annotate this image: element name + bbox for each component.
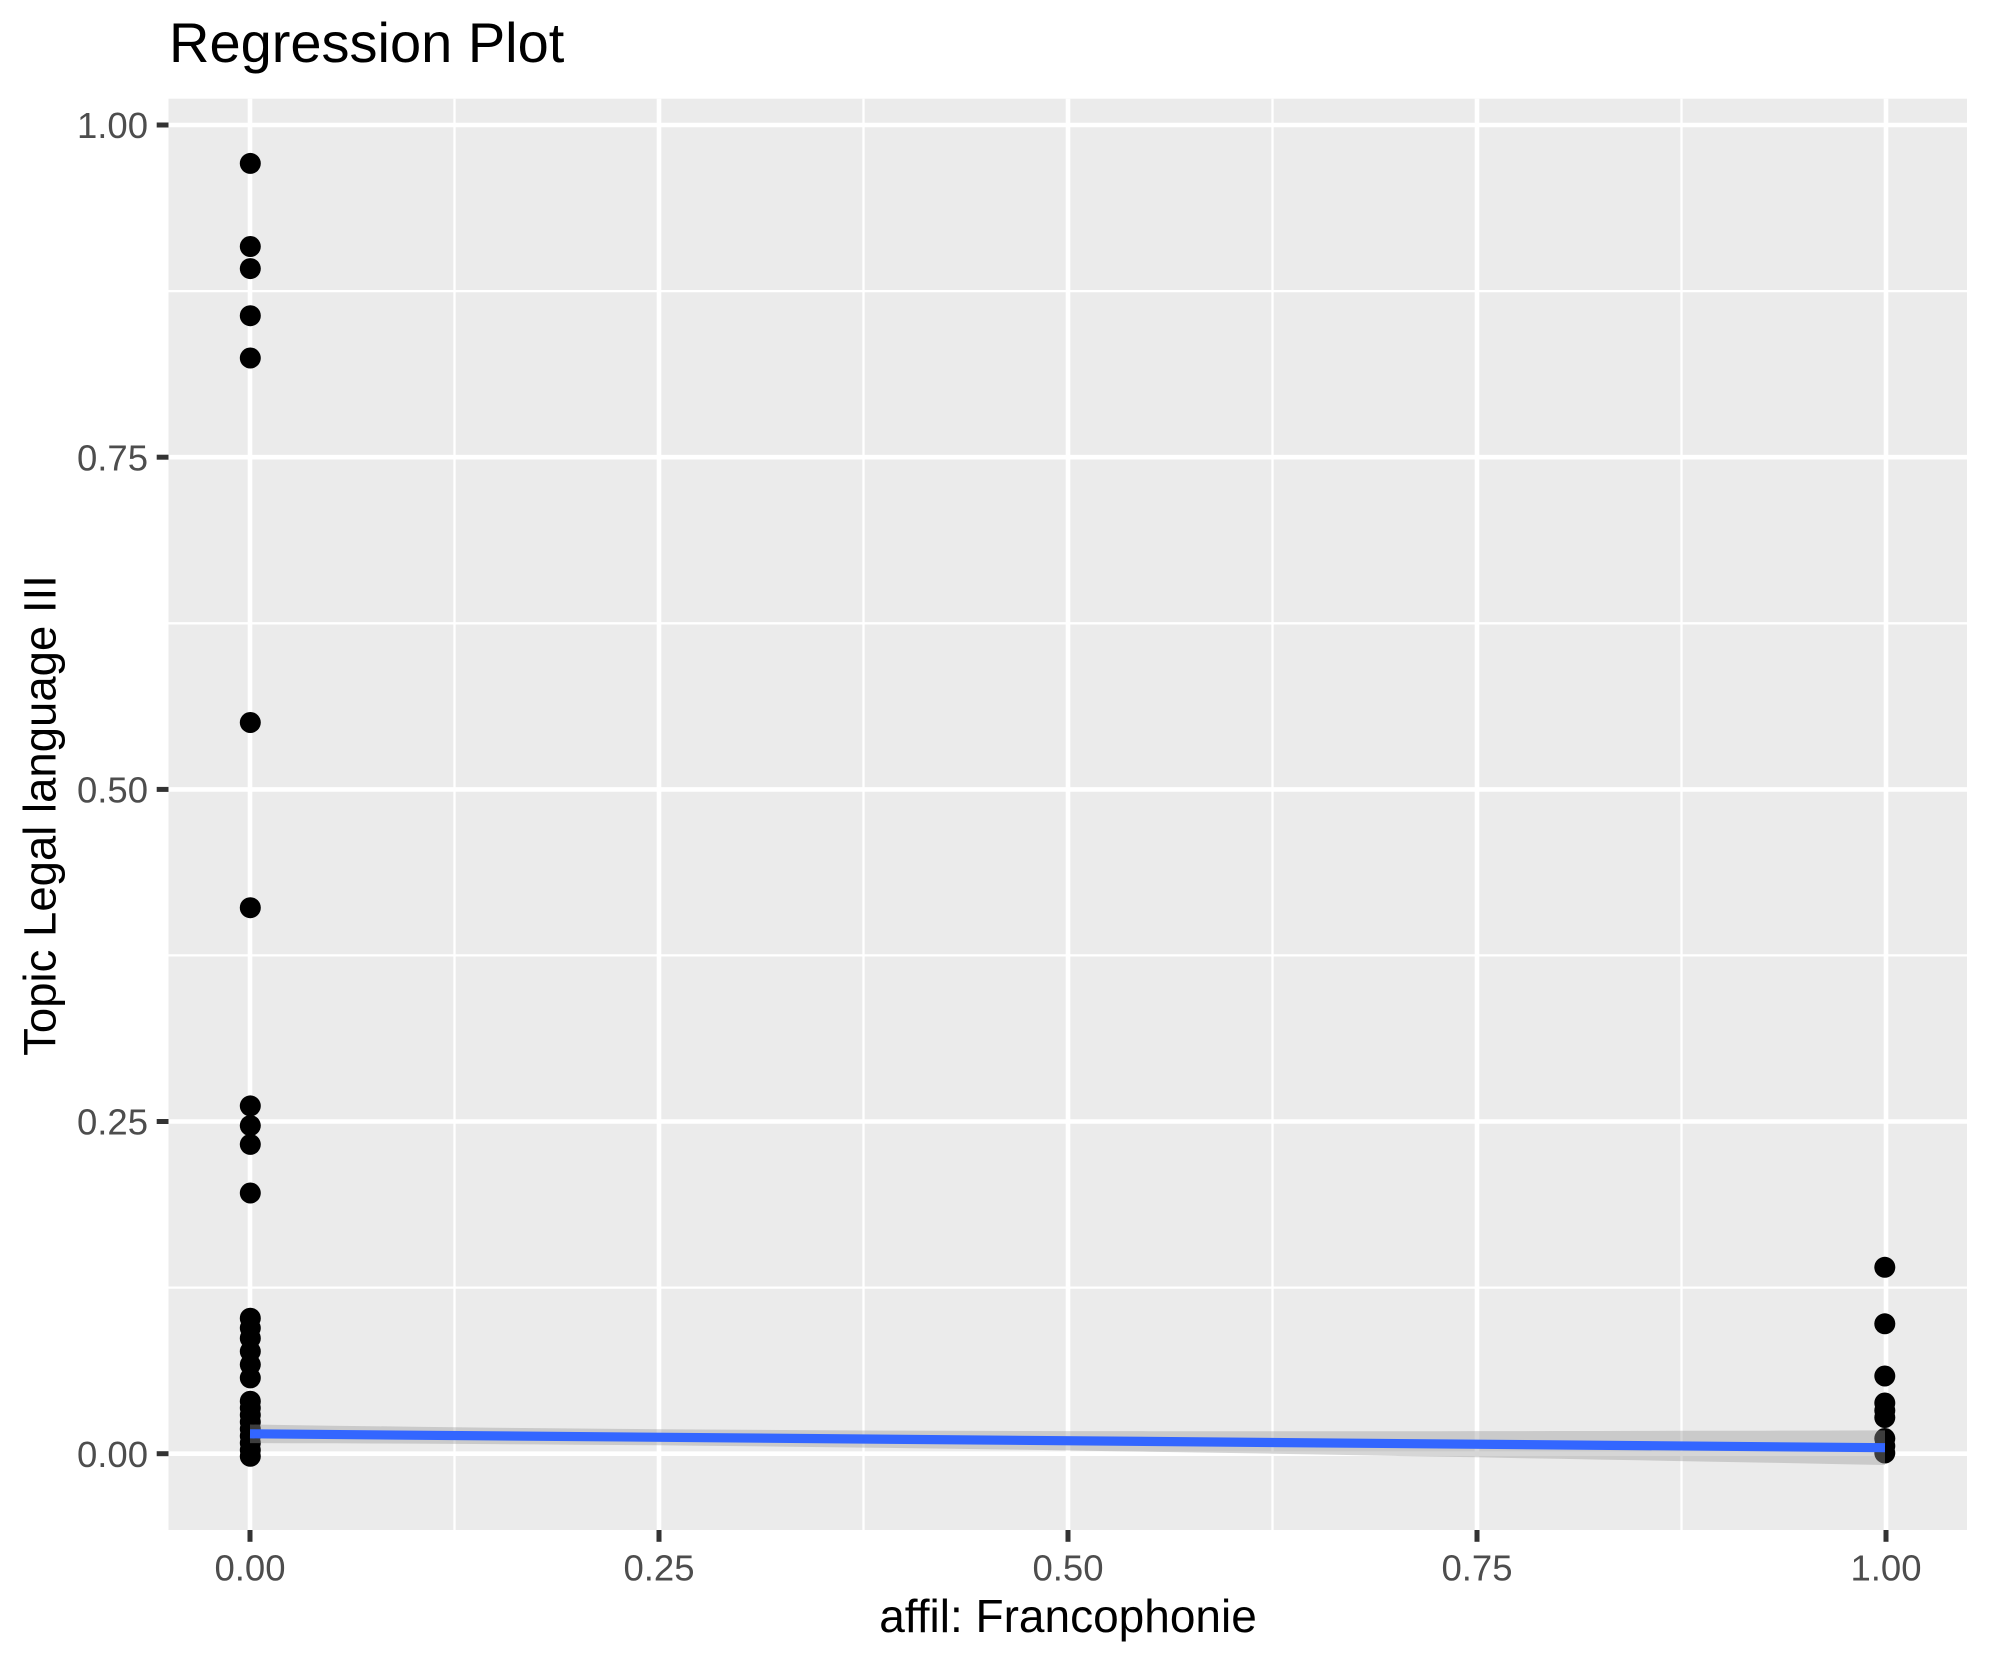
svg-text:Topic Legal language III: Topic Legal language III (15, 575, 66, 1056)
svg-text:0.00: 0.00 (77, 1434, 148, 1475)
svg-text:0.25: 0.25 (623, 1548, 694, 1589)
svg-text:1.00: 1.00 (1850, 1548, 1921, 1589)
svg-text:0.75: 0.75 (77, 437, 148, 478)
svg-text:0.00: 0.00 (214, 1548, 285, 1589)
svg-text:affil: Francophonie: affil: Francophonie (879, 1590, 1257, 1642)
svg-text:0.50: 0.50 (1032, 1548, 1103, 1589)
svg-text:0.50: 0.50 (77, 770, 148, 811)
svg-text:0.25: 0.25 (77, 1102, 148, 1143)
svg-text:0.75: 0.75 (1441, 1548, 1512, 1589)
svg-text:1.00: 1.00 (77, 105, 148, 146)
svg-text:Regression Plot: Regression Plot (169, 11, 565, 74)
